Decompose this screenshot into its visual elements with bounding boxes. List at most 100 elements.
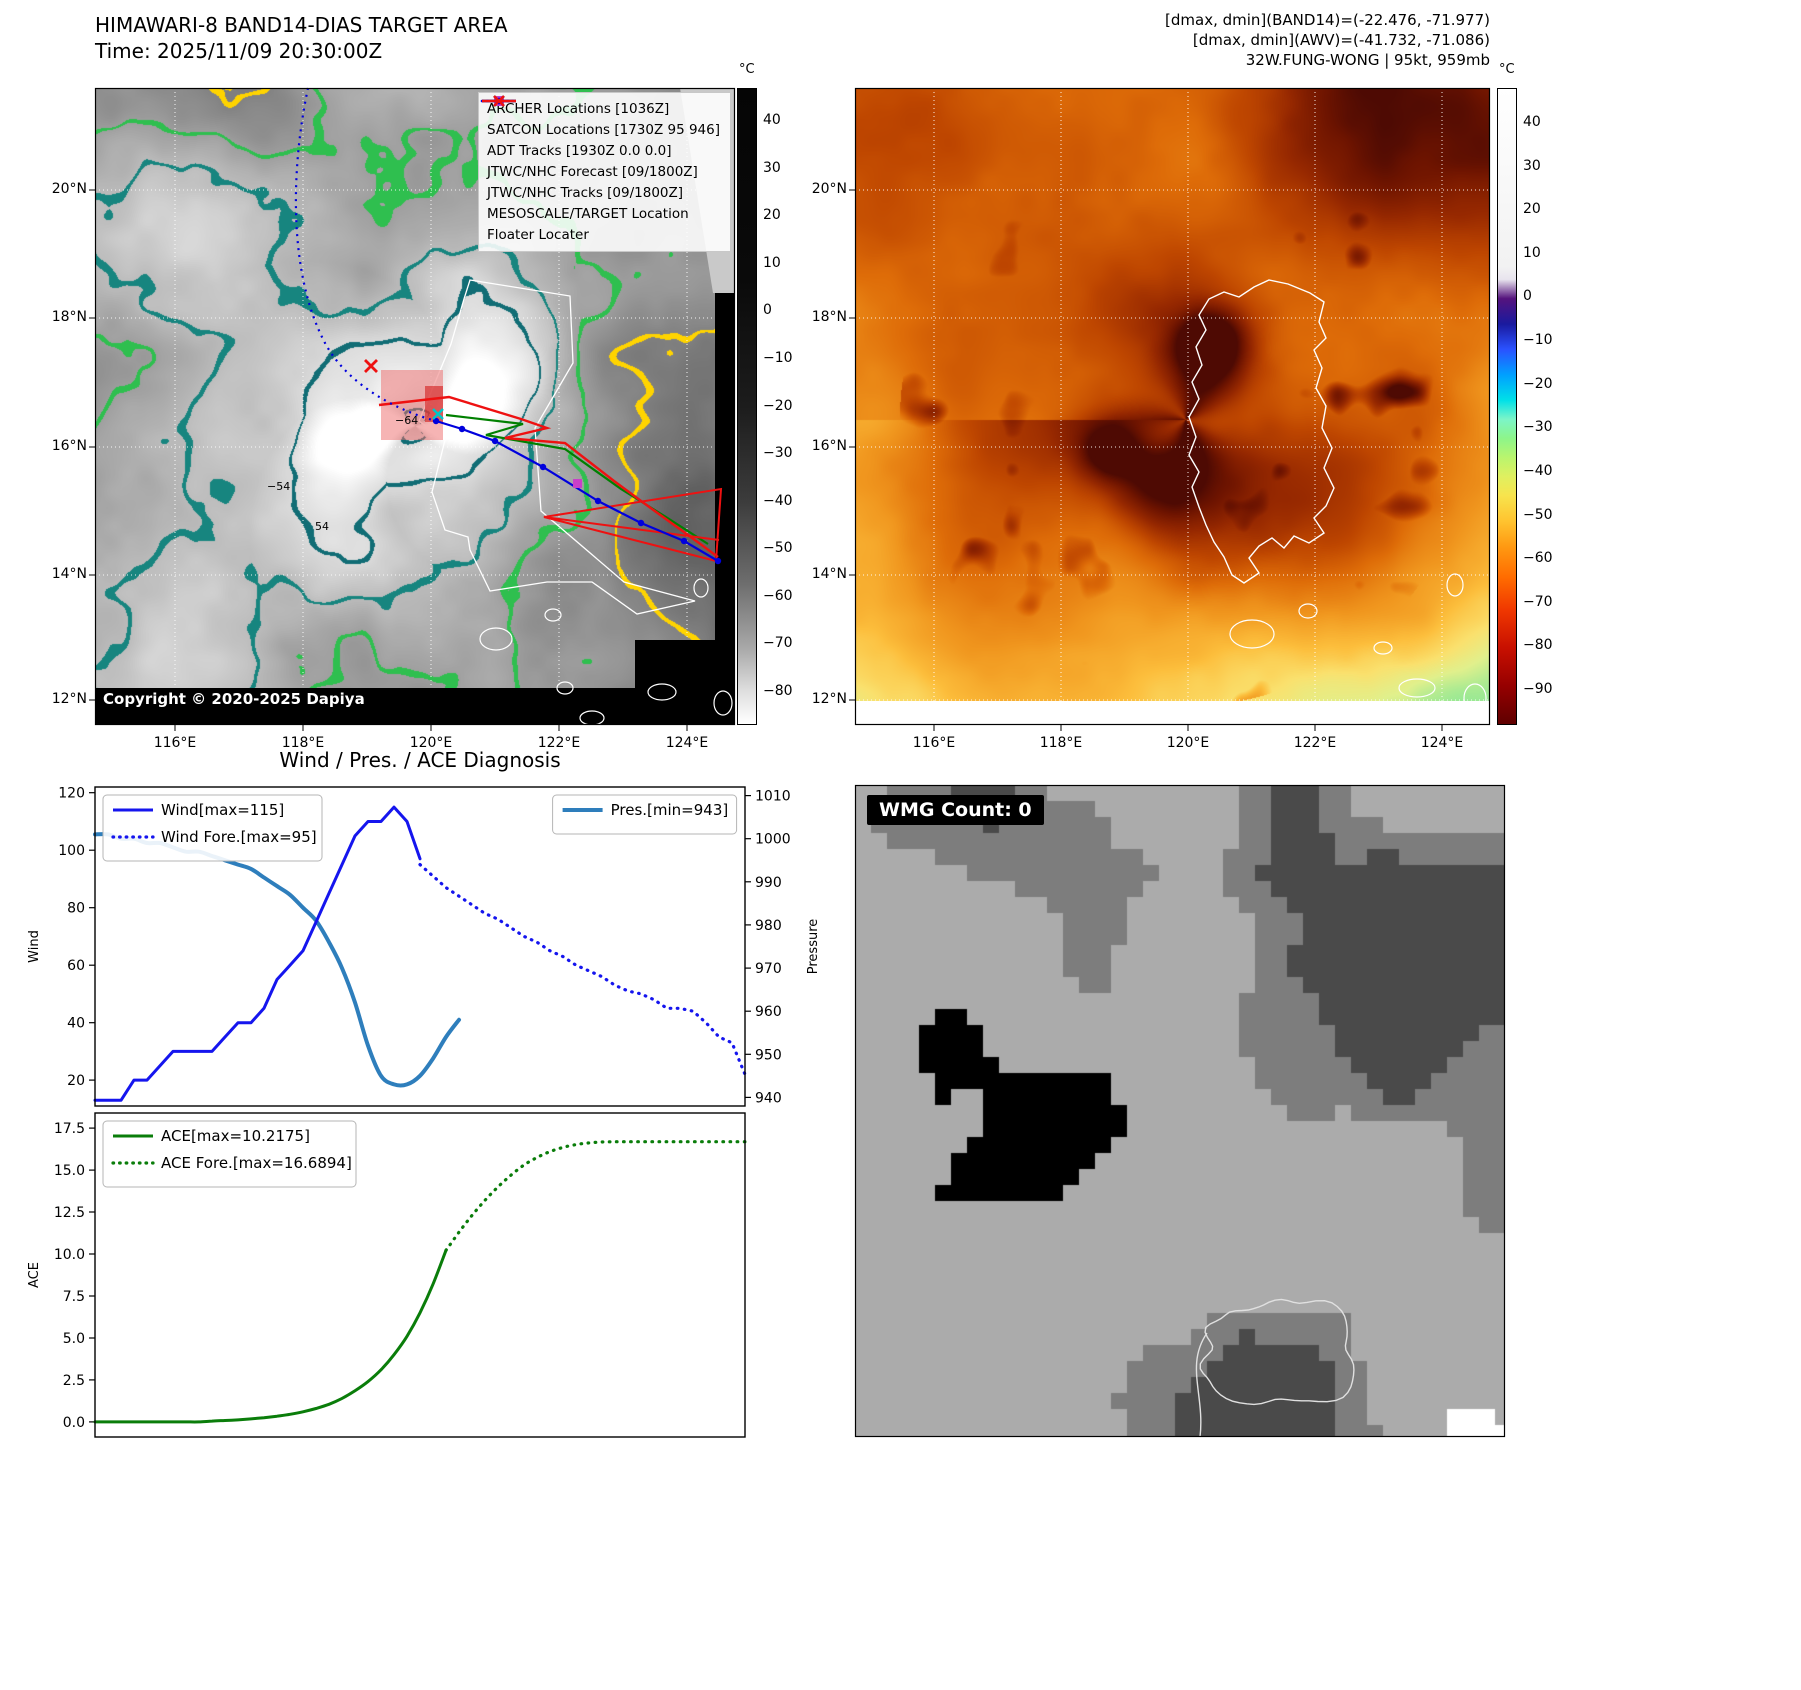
jtwc-forecast-line — [294, 87, 437, 423]
lat-tick-label: 18°N — [811, 309, 847, 325]
track-point-marker — [714, 557, 722, 565]
y-tick-label: 15.0 — [54, 1163, 85, 1179]
colorbar-tick-label: 30 — [763, 159, 781, 176]
diagnosis-title: Wind / Pres. / ACE Diagnosis — [279, 748, 561, 772]
colorbar-tick-label: 20 — [1523, 201, 1541, 218]
legend-label: JTWC/NHC Forecast [09/1800Z] — [487, 164, 698, 180]
no-data-strip — [855, 701, 1490, 725]
series-ace_fore — [444, 1140, 747, 1252]
colorbar-tick-label: −50 — [763, 540, 793, 557]
chart-frame — [94, 1112, 746, 1438]
y2-tick-label: 970 — [755, 961, 782, 977]
colorbar-tick-label: −10 — [1523, 332, 1553, 349]
island-outline — [693, 578, 709, 598]
wmg-count-badge: WMG Count: 0 — [867, 795, 1044, 825]
contour-label: 54 — [315, 520, 329, 533]
panel1-header: HIMAWARI-8 BAND14-DIAS TARGET AREA Time:… — [95, 12, 508, 64]
wmg-grid-image — [855, 785, 1505, 1437]
colorbar-tick-label: 0 — [763, 302, 772, 319]
contour-label: −54 — [267, 480, 290, 493]
y-tick-label: 2.5 — [63, 1373, 85, 1389]
y-tick-label: 120 — [58, 786, 85, 802]
y2-tick-label: 990 — [755, 875, 782, 891]
colorbar-tick-label: −60 — [763, 587, 793, 604]
legend-label: Wind Fore.[max=95] — [161, 828, 317, 846]
track-point-marker — [637, 519, 645, 527]
island-outline — [1298, 603, 1318, 619]
lon-tick-label: 122°E — [1293, 735, 1337, 751]
island-outline — [1446, 573, 1464, 597]
y2-axis-label: Pressure — [806, 919, 821, 975]
y2-tick-label: 960 — [755, 1004, 782, 1020]
chart-frame — [94, 786, 746, 1107]
satcon-x-marker — [432, 408, 444, 420]
lon-tick-label: 118°E — [1039, 735, 1083, 751]
legend-item: SATCON Locations [1730Z 95 946] — [487, 95, 720, 139]
island-outline — [1373, 641, 1393, 655]
legend-label: Wind[max=115] — [161, 801, 284, 819]
colorbar-tick-label: 10 — [763, 254, 781, 271]
contour-label: −64 — [395, 414, 418, 427]
y2-tick-label: 980 — [755, 918, 782, 934]
y-tick-label: 0.0 — [63, 1415, 85, 1431]
coastline — [1199, 1298, 1355, 1406]
bottom-band — [95, 688, 735, 725]
legend-label: ADT Tracks [1930Z 0.0 0.0] — [487, 143, 672, 159]
colorbar-tick-label: −40 — [763, 492, 793, 509]
y2-tick-label: 1010 — [755, 789, 791, 805]
colorbar-tick-label: 20 — [763, 207, 781, 224]
storm-id-intensity: 32W.FUNG-WONG | 95kt, 959mb — [1245, 51, 1490, 69]
island-outline — [713, 690, 733, 716]
y-tick-label: 80 — [67, 901, 85, 917]
series-pres — [93, 832, 461, 1088]
archer-square-marker — [573, 479, 582, 488]
colorbar-tick-label: −40 — [1523, 462, 1553, 479]
colorbar-tick-label: −60 — [1523, 550, 1553, 567]
legend-item: JTWC/NHC Forecast [09/1800Z] — [480, 99, 720, 181]
track-point-marker — [539, 463, 547, 471]
lat-tick-label: 12°N — [811, 691, 847, 707]
island-outline — [479, 627, 513, 651]
series-wind_fore — [418, 863, 747, 1076]
colorbar-tick-label: −20 — [763, 397, 793, 414]
legend-label: Pres.[min=943] — [611, 801, 729, 819]
y-tick-label: 12.5 — [54, 1205, 85, 1221]
lat-tick-label: 14°N — [811, 566, 847, 582]
floater-fan — [543, 487, 723, 563]
line-marker-icon — [482, 99, 516, 103]
legend-item: ARCHER Locations [1036Z] — [487, 96, 720, 118]
legend-label: ACE[max=10.2175] — [161, 1127, 310, 1145]
copyright-text: Copyright © 2020-2025 Dapiya — [103, 690, 365, 708]
lon-tick-label: 124°E — [665, 735, 709, 751]
map-frame — [854, 87, 1491, 726]
colorbar-tick-label: 0 — [1523, 288, 1532, 305]
colorbar-tick-label: −50 — [1523, 506, 1553, 523]
map-frame — [854, 784, 1506, 1438]
map-frame — [94, 87, 736, 726]
jtwc-track-line — [435, 419, 719, 562]
track-point-marker — [458, 425, 466, 433]
track-point-marker — [680, 537, 688, 545]
track-point-marker — [594, 497, 602, 505]
track-point-marker — [432, 417, 440, 425]
legend-item: Floater Locater — [482, 99, 720, 244]
awv-map-panel — [849, 87, 1491, 731]
dmax-dmin-band14: [dmax, dmin](BAND14)=(-22.476, -71.977) — [1165, 11, 1490, 29]
y2-tick-label: 940 — [755, 1090, 782, 1106]
target-x-marker — [364, 359, 378, 373]
island-outline — [1332, 704, 1362, 722]
lat-tick-label: 20°N — [811, 181, 847, 197]
map-legend: ARCHER Locations [1036Z] SATCON Locations… — [478, 92, 731, 252]
awv-satellite-image — [855, 88, 1490, 725]
colorbar-tick-label: −80 — [763, 682, 793, 699]
coastline — [1188, 279, 1335, 584]
legend-label: ARCHER Locations [1036Z] — [487, 101, 670, 117]
chart-legend — [552, 794, 738, 835]
lat-tick-label: 16°N — [811, 438, 847, 454]
island-outline — [647, 683, 677, 701]
colorbar-tick-label: −30 — [763, 445, 793, 462]
awv-overlay — [849, 87, 1491, 731]
legend-item: ADT Tracks [1930Z 0.0 0.0] — [482, 99, 720, 160]
y-tick-label: 10.0 — [54, 1247, 85, 1263]
